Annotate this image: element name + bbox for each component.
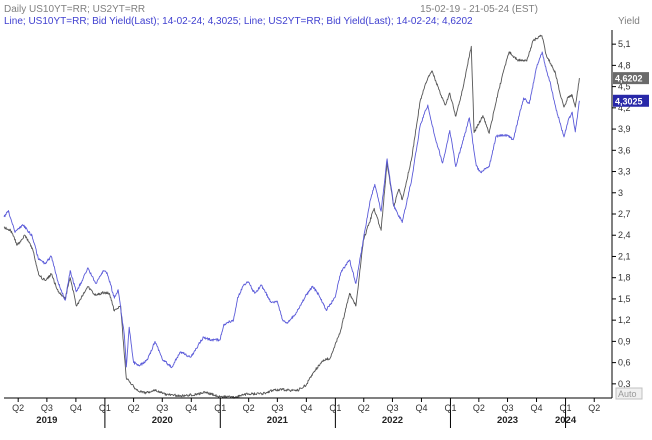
y-tick-label: 0,3 [618, 379, 631, 389]
y-tick-label: 4,5 [618, 82, 631, 92]
plot-area[interactable] [3, 34, 580, 399]
auto-scale-button[interactable]: Auto [615, 387, 643, 400]
y-tick-label: 2,1 [618, 251, 631, 261]
quarter-label: Q1 [329, 403, 341, 413]
y-tick-label: 3,3 [618, 167, 631, 177]
quarter-label: Q1 [214, 403, 226, 413]
quarter-label: Q4 [415, 403, 427, 413]
year-label: 2023 [497, 415, 518, 426]
year-label: 2020 [152, 415, 173, 426]
quarter-label: Q4 [300, 403, 312, 413]
year-label: 2021 [267, 415, 289, 426]
y-tick-label: 4,2 [618, 103, 631, 113]
year-label: 2019 [36, 415, 57, 426]
y-tick-label: 1,2 [618, 315, 631, 325]
quarter-label: Q2 [12, 403, 24, 413]
quarter-label: Q2 [588, 403, 600, 413]
date-range: 15-02-19 - 21-05-24 (EST) [420, 4, 538, 15]
quarter-label: Q2 [128, 403, 140, 413]
quarter-label: Q4 [185, 403, 197, 413]
auto-scale-label: Auto [618, 389, 637, 399]
quarter-label: Q4 [531, 403, 543, 413]
year-label: 2024 [555, 415, 577, 426]
y-axis-ticks: 0,3 0,6 0,9 1,2 1,5 1,8 2,1 2,4 2,7 3 3,3 3,6 3,9 4,2… [612, 39, 631, 389]
y-tick-label: 3,9 [618, 124, 631, 134]
quarter-label: Q2 [473, 403, 485, 413]
quarter-label: Q3 [386, 403, 398, 413]
quarter-label: Q1 [99, 403, 111, 413]
series-layer [3, 34, 580, 399]
quarter-label: Q2 [243, 403, 255, 413]
y-tick-label: 4,8 [618, 60, 631, 70]
y-tick-label: 0,9 [618, 336, 631, 346]
quarter-label: Q4 [70, 403, 82, 413]
quarter-label: Q1 [560, 403, 572, 413]
quarter-label: Q3 [271, 403, 283, 413]
y-tick-label: 2,4 [618, 230, 631, 240]
last-value-tags: 4,6202 4,3025 [613, 72, 649, 107]
last-value-tag: 4,3025 [615, 96, 643, 106]
quarter-label: Q3 [502, 403, 514, 413]
auto-scale-frame [615, 387, 643, 400]
quarter-label: Q3 [156, 403, 168, 413]
y-tick-label: 3 [618, 188, 623, 198]
year-label: 2022 [382, 415, 403, 426]
last-value-tag-bg [613, 72, 649, 85]
series-line-us10ytrr [3, 51, 580, 369]
series-line-us2ytrr [3, 34, 580, 399]
y-tick-label: 1,8 [618, 273, 631, 283]
y-tick-label: 1,5 [618, 294, 631, 304]
x-axis-ticks: Q2 Q3 Q4 Q1 Q2 Q3 Q4 Q1 Q2 Q3 Q4 Q1 Q2 Q3 Q4 Q1 Q2 Q3 Q4 Q1… [12, 398, 600, 428]
y-tick-label: 3,6 [618, 145, 631, 155]
chart-title: Daily US10YT=RR; US2YT=RR [4, 4, 145, 15]
y-tick-label: 0,6 [618, 358, 631, 368]
y-tick-label: 2,7 [618, 209, 631, 219]
quarter-label: Q2 [358, 403, 370, 413]
last-value-tag: 4,6202 [615, 74, 643, 84]
quarter-label: Q3 [41, 403, 53, 413]
last-value-tag-bg [613, 94, 649, 107]
legend-line: Line; US10YT=RR; Bid Yield(Last); 14-02-… [4, 16, 473, 27]
y-tick-label: 5,1 [618, 39, 631, 49]
quarter-label: Q1 [444, 403, 456, 413]
unit-label: Yield [618, 16, 640, 27]
